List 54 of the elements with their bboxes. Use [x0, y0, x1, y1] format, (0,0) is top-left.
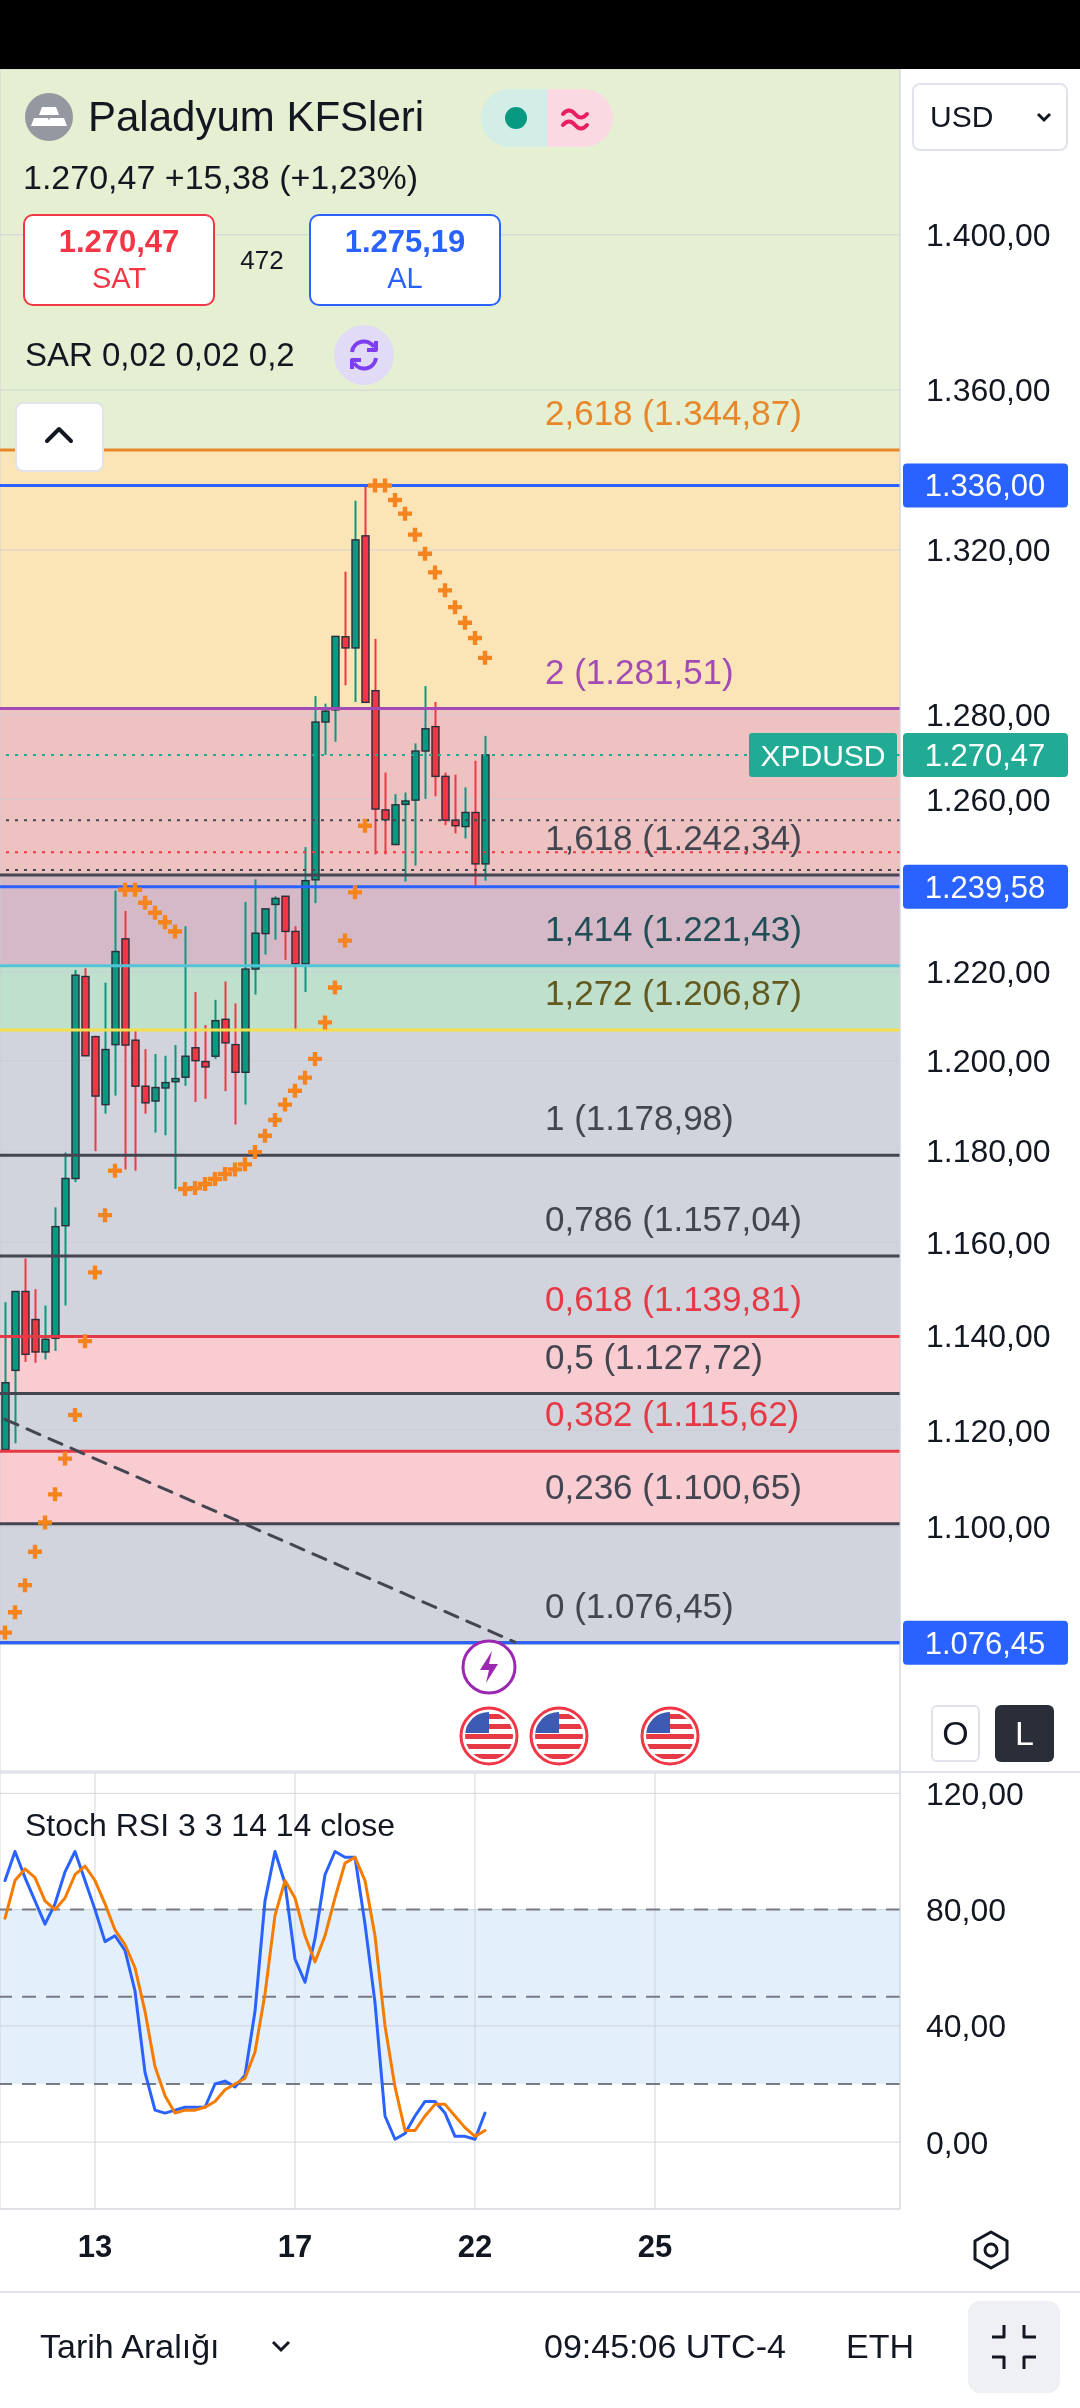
y-tick-label: 40,00	[926, 2008, 1007, 2045]
sell-button: 1.270,47 SAT	[23, 214, 215, 306]
annotation: 2 (1.281,51)	[545, 651, 734, 691]
annotation: SAT	[91, 262, 147, 294]
ref-line-label: 1.239,58	[924, 869, 1046, 905]
annotation: 1.275,19	[344, 224, 466, 259]
dropdown: USD	[912, 83, 1068, 151]
y-tick-label: 1.260,00	[926, 781, 1051, 818]
y-tick-label: 1.180,00	[926, 1133, 1051, 1170]
y-tick-label: 0,00	[926, 2124, 989, 2161]
y-tick-label: 1.140,00	[926, 1317, 1051, 1354]
annotation: SAR 0,02 0,02 0,2	[25, 336, 295, 373]
annotation: 1,414 (1.221,43)	[545, 908, 802, 948]
y-tick-label: 1.320,00	[926, 532, 1051, 569]
annotation: XPDUSD	[760, 738, 886, 772]
button: O	[931, 1705, 980, 1762]
y-tick-label: 1.360,00	[926, 372, 1051, 409]
ref-line-label: 1.270,47	[924, 737, 1046, 773]
text: Stoch RSI 3 3 14 14 close	[25, 1807, 395, 1843]
y-tick-label: 120,00	[926, 1775, 1024, 1812]
y-tick-label: 1.160,00	[926, 1224, 1051, 1261]
annotation: 0,382 (1.115,62)	[545, 1393, 800, 1433]
text: 09:45:06 UTC-4	[544, 2327, 786, 2365]
text: ETH	[846, 2327, 914, 2365]
ref-line-label: 1.076,45	[924, 1625, 1046, 1661]
y-tick-label: 1.100,00	[926, 1509, 1051, 1546]
y-tick-label: 1.120,00	[926, 1412, 1051, 1449]
annotation: 0,5 (1.127,72)	[545, 1336, 763, 1376]
annotation: 2,618 (1.344,87)	[545, 392, 802, 432]
text: Paladyum KFSleri	[88, 93, 425, 140]
y-tick-label: 1.280,00	[926, 697, 1051, 734]
y-tick-label: 1.220,00	[926, 954, 1051, 991]
annotation: 0,236 (1.100,65)	[545, 1466, 802, 1506]
annotation: 472	[240, 245, 284, 275]
annotation: AL	[387, 262, 423, 294]
x-tick-label: 22	[457, 2229, 493, 2265]
text: Tarih Aralığı	[40, 2327, 220, 2365]
annotation: 1,272 (1.206,87)	[545, 972, 802, 1012]
buy-button: 1.275,19 AL	[309, 214, 501, 306]
text: 1.270,47 +15,38 (+1,23%)	[23, 158, 419, 196]
button: L	[995, 1705, 1054, 1762]
annotation: 1,618 (1.242,34)	[545, 817, 802, 857]
annotation: 1 (1.178,98)	[545, 1097, 734, 1137]
x-tick-label: 17	[277, 2229, 313, 2265]
x-tick-label: 25	[637, 2229, 673, 2265]
ref-line-label: 1.336,00	[924, 467, 1046, 503]
x-tick-label: 13	[77, 2229, 113, 2265]
annotation: 0 (1.076,45)	[545, 1585, 734, 1625]
y-tick-label: 1.400,00	[926, 217, 1051, 254]
annotation: 0,786 (1.157,04)	[545, 1198, 802, 1238]
annotation: 1.270,47	[58, 224, 180, 259]
y-tick-label: 1.200,00	[926, 1043, 1051, 1080]
y-tick-label: 80,00	[926, 1891, 1007, 1928]
annotation: 0,618 (1.139,81)	[545, 1278, 802, 1318]
